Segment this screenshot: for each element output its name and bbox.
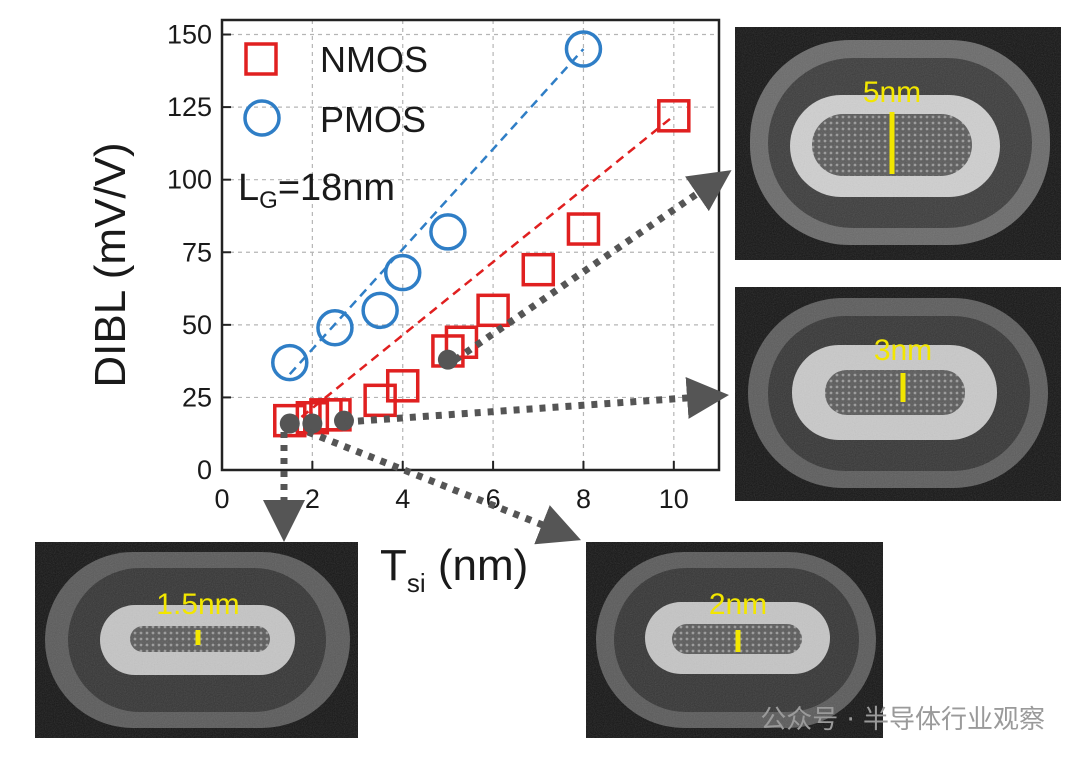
tem-label-3nm: 3nm [874,334,932,367]
pmos-point [429,213,467,251]
highlight-points [279,349,458,434]
highlight-point [302,413,323,434]
gate-length-annotation: LG=18nm [238,167,395,214]
y-tick-label: 125 [167,92,212,122]
x-tick-label: 6 [486,484,501,514]
highlight-point [437,349,458,370]
x-tick-label: 0 [214,484,229,514]
x-axis-ticks: 0 2 4 6 8 10 [214,461,689,514]
tem-image-2nm: 2nm [586,542,883,738]
y-tick-label: 150 [167,20,212,50]
legend: NMOS PMOS [243,39,428,140]
y-tick-label: 50 [182,310,212,340]
y-tick-label: 0 [197,455,212,485]
pmos-point [383,253,422,292]
x-axis-label: Tsi (nm) [380,541,528,598]
tem-image-5nm: 5nm [735,27,1061,260]
nmos-point [657,99,691,133]
tem-image-3nm: 3nm [735,287,1061,501]
y-axis-label: DIBL (mV/V) [86,142,135,387]
data-markers [271,30,691,438]
tem-label-2nm: 2nm [709,588,767,621]
tem-label-5nm: 5nm [863,76,921,109]
pmos-point [361,291,399,330]
legend-pmos-marker [243,99,281,137]
legend-nmos-label: NMOS [320,39,428,80]
pmos-point [316,308,354,347]
y-axis-ticks: 0 25 50 75 100 125 150 [167,20,231,485]
fit-line [288,114,675,428]
x-tick-label: 2 [305,484,320,514]
nmos-point [385,369,420,403]
pmos-point [271,343,309,382]
legend-nmos-marker [244,42,278,76]
y-tick-label: 100 [167,165,212,195]
y-tick-label: 75 [182,237,212,267]
highlight-point [333,410,354,431]
nmos-point [476,293,510,328]
callout-arrows [263,170,732,545]
nmos-point [566,212,601,246]
x-tick-label: 4 [395,484,410,514]
pmos-point [564,30,603,68]
arrow-to-3nm [344,377,729,426]
watermark: 公众号 · 半导体行业观察 [760,705,1045,735]
grid-lines [222,20,719,470]
nmos-point [521,252,556,287]
x-tick-label: 10 [659,484,689,514]
plot-frame [220,18,721,472]
x-tick-label: 8 [576,484,591,514]
arrow-to-5nm [453,170,732,363]
legend-pmos-label: PMOS [320,99,426,140]
plot-area: 0 25 50 75 100 125 150 0 2 4 6 8 10 [167,18,721,514]
y-tick-label: 25 [182,382,212,412]
fit-lines [288,48,675,428]
arrow-to-2nm [306,428,582,545]
fit-line [288,48,585,376]
highlight-point [279,413,300,434]
tem-image-1-5nm: 1.5nm [35,542,358,738]
tem-label-1-5nm: 1.5nm [156,588,239,621]
